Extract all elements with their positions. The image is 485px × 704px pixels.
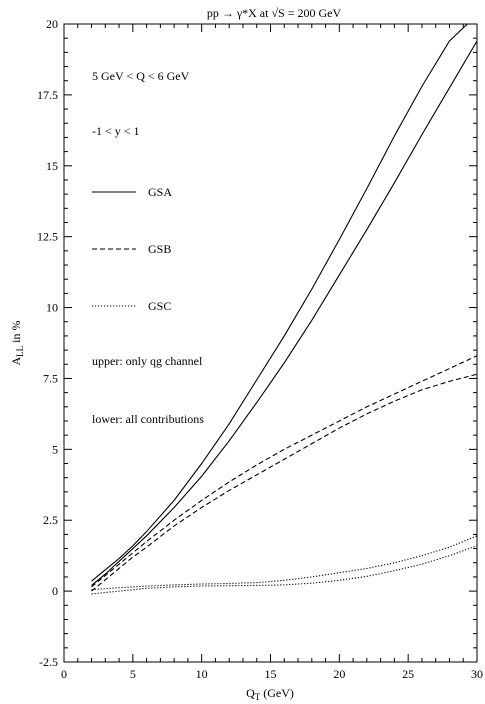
y-tick-label: 2.5	[43, 513, 58, 527]
annotations: 5 GeV < Q < 6 GeV -1 < y < 1 upper: only q…	[92, 69, 204, 426]
series-line-gsa-lower	[91, 40, 478, 586]
y-axis-label: ALL in %	[9, 320, 25, 365]
legend-label-gsb: GSB	[148, 242, 171, 256]
y-tick-label: 12.5	[37, 230, 58, 244]
y-tick-label: 5	[52, 442, 58, 456]
y-tick-label: 0	[52, 584, 58, 598]
x-tick-label: 0	[61, 667, 67, 681]
y-tick-label: -2.5	[39, 655, 58, 669]
series-lines	[91, 23, 478, 595]
y-tick-label: 7.5	[43, 371, 58, 385]
annotation: lower: all contributions	[92, 412, 204, 426]
series-line-gsa-upper	[91, 23, 468, 582]
series-line-gsc-lower	[91, 545, 478, 595]
x-tick-label: 5	[130, 667, 136, 681]
x-axis-label-unit: (GeV)	[260, 686, 294, 700]
series-line-gsb-upper	[91, 355, 478, 588]
chart-title: pp → γ*X at √S = 200 GeV	[207, 6, 342, 20]
y-axis-label-unit: in %	[9, 320, 23, 345]
plot-frame	[63, 23, 478, 663]
series-line-gsc-upper	[91, 535, 478, 591]
y-tick-label: 20	[46, 17, 58, 31]
x-axis-label-sub: T	[255, 692, 261, 702]
x-tick-label: 20	[333, 667, 345, 681]
x-axis-label: QT (GeV)	[246, 686, 294, 702]
y-axis-label-sub: LL	[15, 346, 25, 357]
x-axis-label-main: Q	[246, 686, 255, 700]
x-tick-label: 30	[471, 667, 483, 681]
y-tick-label: 15	[46, 159, 58, 173]
annotation: upper: only qg channel	[92, 354, 203, 368]
annotation: 5 GeV < Q < 6 GeV	[92, 69, 190, 83]
legend-label-gsc: GSC	[148, 299, 171, 313]
y-tick-label: 17.5	[37, 88, 58, 102]
y-axis-label-main: A	[9, 357, 23, 366]
annotation: -1 < y < 1	[92, 124, 140, 138]
legend-label-gsa: GSA	[148, 185, 172, 199]
series-line-gsb-lower	[91, 373, 478, 592]
y-tick-label: 10	[46, 301, 58, 315]
x-tick-label: 25	[402, 667, 414, 681]
axis-ticks	[63, 23, 478, 663]
x-tick-label: 10	[196, 667, 208, 681]
legend: GSA GSB GSC	[92, 185, 172, 313]
x-tick-label: 15	[265, 667, 277, 681]
